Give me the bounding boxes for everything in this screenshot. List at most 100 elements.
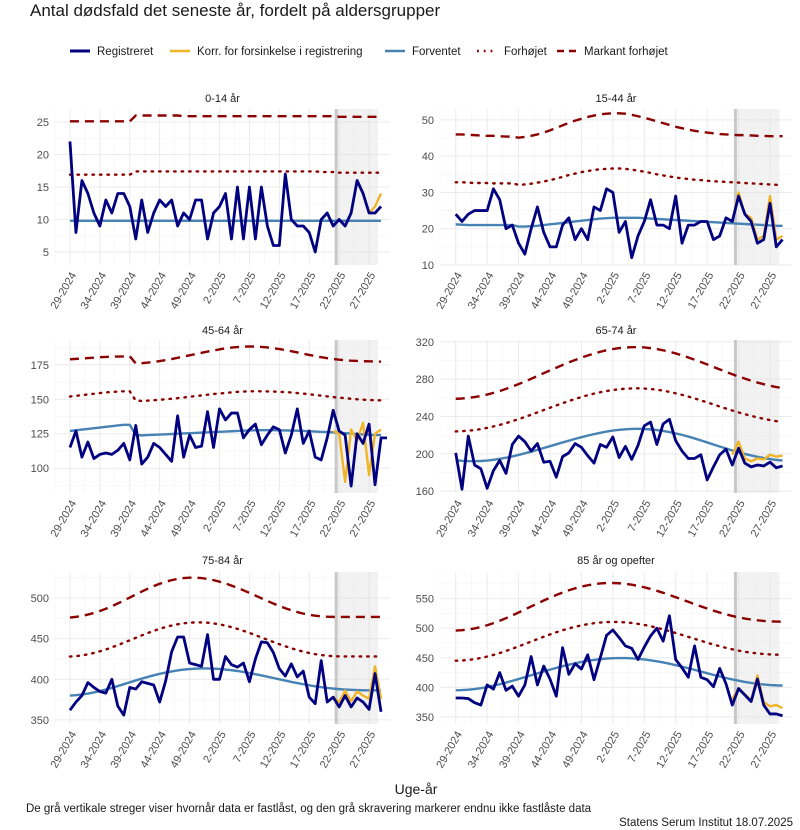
y-tick-label: 30 xyxy=(422,187,434,199)
x-tick-label: 39-2024 xyxy=(108,729,139,770)
y-tick-label: 280 xyxy=(416,374,434,386)
y-tick-label: 500 xyxy=(31,593,49,605)
x-tick-label: 49-2024 xyxy=(168,270,199,311)
y-axis: 350 400 450 500 xyxy=(31,593,49,727)
legend-item-elevated: Forhøjet xyxy=(477,46,548,58)
panel-5: 75-84 år 350 400 450 500 29-2024 34-2024 39-202… xyxy=(31,555,390,770)
x-tick-label: 22-2025 xyxy=(717,729,748,770)
panel-title: 65-74 år xyxy=(596,325,637,337)
series-elevated xyxy=(68,170,383,176)
y-tick-label: 125 xyxy=(31,429,49,441)
y-tick-label: 10 xyxy=(37,215,49,227)
y-tick-label: 175 xyxy=(31,360,49,372)
x-tick-label: 34-2024 xyxy=(466,729,497,770)
x-tick-label: 34-2024 xyxy=(79,729,110,770)
x-tick-label: 29-2024 xyxy=(49,729,80,770)
panel-title: 75-84 år xyxy=(202,555,243,567)
panel-title: 85 år og opefter xyxy=(577,555,655,567)
x-tick-label: 7-2025 xyxy=(231,498,259,534)
y-axis: 100 125 150 175 xyxy=(31,360,49,475)
y-tick-label: 15 xyxy=(37,182,49,194)
x-tick-label: 17-2025 xyxy=(288,270,319,311)
y-tick-label: 320 xyxy=(416,337,434,349)
panel-title: 45-64 år xyxy=(202,325,243,337)
x-tick-label: 27-2025 xyxy=(749,498,780,539)
x-tick-label: 44-2024 xyxy=(529,729,560,770)
unlocked-data-shading xyxy=(735,340,780,493)
x-tick-label: 49-2024 xyxy=(560,498,591,539)
panel-1: 0-14 år 5 10 15 20 25 29-2024 34-2024 39-2024 44-… xyxy=(37,93,390,311)
series-elevated xyxy=(68,621,383,658)
x-tick-label: 12-2025 xyxy=(654,729,685,770)
major-gridlines xyxy=(55,109,390,265)
x-tick-label: 27-2025 xyxy=(348,498,379,539)
legend-label-marked: Markant forhøjet xyxy=(584,46,669,58)
x-tick-label: 7-2025 xyxy=(626,729,654,765)
y-tick-label: 350 xyxy=(31,715,49,727)
series-expected xyxy=(69,667,382,697)
series-registered xyxy=(454,417,783,491)
x-tick-label: 34-2024 xyxy=(466,270,497,311)
legend-item-expected: Forventet xyxy=(385,46,461,58)
x-tick-label: 22-2025 xyxy=(717,270,748,311)
x-tick-label: 2-2025 xyxy=(595,729,623,765)
series-registered xyxy=(68,407,388,488)
series-marked xyxy=(455,112,783,139)
series-marked xyxy=(455,345,783,400)
legend-item-marked: Markant forhøjet xyxy=(557,46,669,58)
major-gridlines xyxy=(55,572,390,724)
x-tick-label: 27-2025 xyxy=(749,729,780,770)
x-tick-label: 29-2024 xyxy=(434,498,465,539)
x-tick-label: 12-2025 xyxy=(654,270,685,311)
x-axis: 29-2024 34-2024 39-2024 44-2024 49-2024 2-202… xyxy=(434,270,779,311)
x-tick-label: 39-2024 xyxy=(108,498,139,539)
x-tick-label: 22-2025 xyxy=(318,498,349,539)
series-marked xyxy=(455,581,783,632)
x-tick-label: 29-2024 xyxy=(49,270,80,311)
y-tick-label: 20 xyxy=(422,224,434,236)
series-registered xyxy=(68,633,383,717)
x-tick-label: 39-2024 xyxy=(497,498,528,539)
y-tick-label: 25 xyxy=(37,117,49,129)
x-tick-label: 22-2025 xyxy=(717,498,748,539)
x-tick-label: 49-2024 xyxy=(168,729,199,770)
y-tick-label: 450 xyxy=(31,634,49,646)
panel-4: 65-74 år 160 200 240 280 320 29-2024 34-2024 39-… xyxy=(416,325,792,539)
chart-title: Antal dødsfald det seneste år, fordelt p… xyxy=(30,1,440,20)
x-tick-label: 7-2025 xyxy=(626,270,654,306)
y-tick-label: 550 xyxy=(416,594,434,606)
y-tick-label: 350 xyxy=(416,712,434,724)
x-tick-label: 27-2025 xyxy=(348,729,379,770)
y-tick-label: 200 xyxy=(416,449,434,461)
y-tick-label: 100 xyxy=(31,463,49,475)
y-tick-label: 450 xyxy=(416,653,434,665)
x-tick-label: 44-2024 xyxy=(529,270,560,311)
y-tick-label: 10 xyxy=(422,260,434,272)
legend: Registreret Korr. for forsinkelse i regis… xyxy=(70,46,669,58)
x-tick-label: 17-2025 xyxy=(288,498,319,539)
x-tick-label: 44-2024 xyxy=(138,729,169,770)
x-tick-label: 27-2025 xyxy=(348,270,379,311)
series-marked xyxy=(69,114,382,123)
unlocked-data-shading xyxy=(336,340,379,493)
x-tick-label: 44-2024 xyxy=(529,498,560,539)
x-tick-label: 17-2025 xyxy=(686,270,717,311)
x-tick-label: 17-2025 xyxy=(686,498,717,539)
x-tick-label: 49-2024 xyxy=(560,729,591,770)
x-tick-label: 39-2024 xyxy=(497,270,528,311)
x-tick-label: 7-2025 xyxy=(626,498,654,534)
panel-6: 85 år og opefter 350 400 450 500 550 29-2024 34… xyxy=(416,555,792,770)
legend-item-corrected: Korr. for forsinkelse i registrering xyxy=(170,46,363,58)
x-tick-label: 22-2025 xyxy=(318,270,349,311)
panel-title: 0-14 år xyxy=(205,93,240,105)
x-tick-label: 22-2025 xyxy=(318,729,349,770)
x-tick-label: 7-2025 xyxy=(231,270,259,306)
x-tick-label: 49-2024 xyxy=(168,498,199,539)
legend-label-elevated: Forhøjet xyxy=(504,46,548,58)
x-axis: 29-2024 34-2024 39-2024 44-2024 49-2024 2-202… xyxy=(434,729,779,770)
y-axis: 5 10 15 20 25 xyxy=(37,117,49,259)
x-tick-label: 2-2025 xyxy=(201,270,229,306)
caption: De grå vertikale streger viser hvornår d… xyxy=(26,803,592,815)
x-tick-label: 27-2025 xyxy=(749,270,780,311)
